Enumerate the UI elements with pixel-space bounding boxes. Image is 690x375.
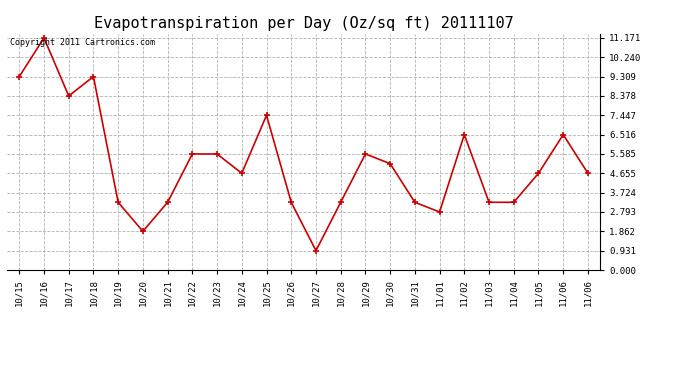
Text: Copyright 2011 Cartronics.com: Copyright 2011 Cartronics.com — [10, 39, 155, 48]
Title: Evapotranspiration per Day (Oz/sq ft) 20111107: Evapotranspiration per Day (Oz/sq ft) 20… — [94, 16, 513, 31]
